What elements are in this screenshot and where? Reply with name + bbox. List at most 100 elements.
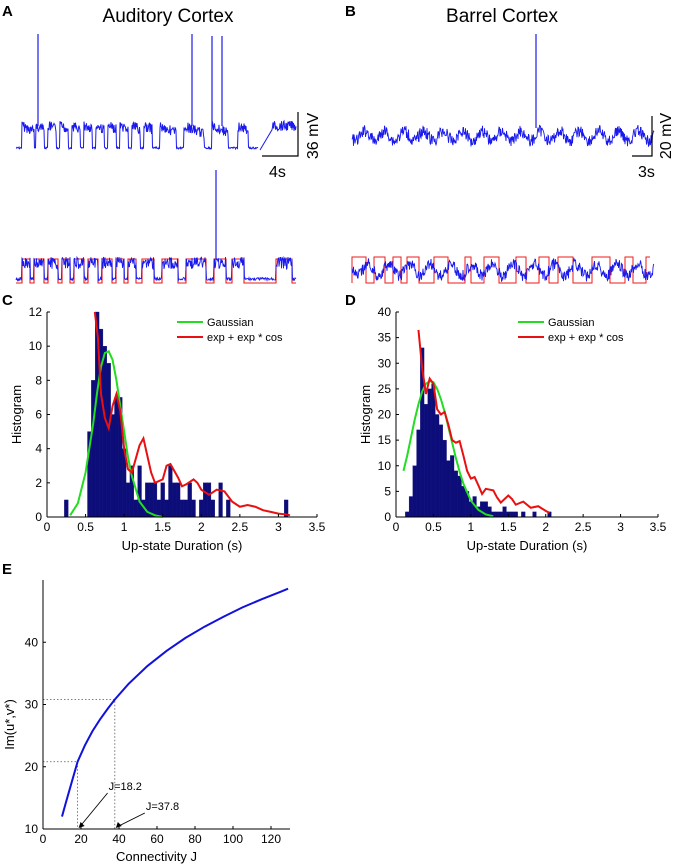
barrel-thresholded-trace (351, 256, 655, 284)
x-tick-label: 3 (617, 520, 624, 534)
histogram-bar (450, 455, 455, 518)
histogram-bar (133, 499, 138, 518)
annotation-label: J=18.2 (109, 781, 142, 793)
auditory-scale-bar: 4s 36 mV (262, 112, 322, 181)
histogram-bar (187, 482, 192, 518)
x-tick-label: 3 (275, 520, 282, 534)
title-auditory: Auditory Cortex (103, 6, 234, 27)
scale-volt-b: 20 mV (658, 113, 675, 160)
legend-gaussian-label: Gaussian (207, 317, 253, 329)
histogram-bar (168, 465, 173, 518)
histogram-bar (498, 511, 503, 518)
histogram-bar (160, 482, 165, 518)
barrel-raw-trace (351, 34, 655, 147)
trace-segment (15, 120, 259, 151)
histogram-bar (206, 482, 212, 518)
y-tick-label: 0 (35, 510, 42, 524)
y-tick-label: 2 (35, 476, 42, 490)
annotation-arrow (79, 792, 108, 828)
annotation-label: J=37.8 (146, 801, 179, 813)
histogram-bar (226, 499, 231, 518)
histogram-bar (152, 482, 158, 518)
legend-fit-label: exp + exp * cos (548, 332, 624, 344)
x-tick-label: 0 (393, 520, 400, 534)
y-tick-label: 6 (35, 408, 42, 422)
trace-segment (15, 255, 297, 283)
histogram-bar (218, 482, 223, 518)
x-tick-label: 120 (261, 832, 281, 846)
y-tick-label: 4 (35, 442, 42, 456)
x-tick-label: 3.5 (309, 520, 326, 534)
scale-time-a: 4s (269, 164, 286, 181)
histogram-bar (480, 501, 485, 518)
x-tick-label: 1.5 (500, 520, 517, 534)
histogram-bar (453, 470, 458, 518)
histogram-bar (438, 424, 443, 518)
x-tick-label: 0.5 (425, 520, 442, 534)
x-tick-label: 0 (40, 832, 47, 846)
trace-segment (259, 119, 297, 151)
panel-label-a: A (2, 3, 13, 20)
trace-segment (351, 124, 655, 147)
y-tick-label: 30 (25, 698, 39, 712)
threshold-line (16, 258, 296, 284)
y-tick-label: 10 (25, 822, 39, 836)
histogram-bar (510, 511, 515, 518)
y-tick-label: 12 (29, 305, 43, 319)
y-tick-label: 40 (25, 635, 39, 649)
trace-segment (351, 257, 655, 283)
arrow-head (115, 822, 122, 828)
histogram-bar (431, 383, 436, 518)
y-axis-label: Im(u*,v*) (2, 699, 17, 750)
histogram-bar (172, 482, 177, 518)
histogram-bar (532, 511, 537, 518)
histogram-bar (106, 363, 111, 518)
x-tick-label: 80 (188, 832, 202, 846)
x-tick-label: 40 (112, 832, 126, 846)
connectivity-curve (61, 587, 289, 817)
x-tick-label: 20 (74, 832, 88, 846)
histogram-bar (435, 414, 440, 518)
arrow-head (78, 822, 85, 828)
line-chart-e: 0 20 40 60 80 100 120 10 20 30 40 Connectivity J Im(… (2, 580, 290, 864)
histogram-bar (183, 499, 188, 518)
panel-label-d: D (345, 292, 356, 309)
x-tick-label: 3.5 (650, 520, 667, 534)
histogram-c: 0 0.5 1 1.5 2 2.5 3 3.5 0 2 4 6 8 10 12 Up-state Durati… (9, 305, 326, 553)
y-tick-label: 25 (378, 382, 392, 396)
histogram-bar (114, 397, 119, 518)
guide-line (43, 761, 78, 829)
x-axis-label: Up-state Duration (s) (122, 538, 243, 553)
histogram-bar (427, 388, 432, 518)
y-tick-label: 10 (378, 459, 392, 473)
x-tick-label: 0.5 (77, 520, 94, 534)
y-tick-label: 8 (35, 373, 42, 387)
x-tick-label: 0 (44, 520, 51, 534)
x-axis-label: Up-state Duration (s) (467, 538, 588, 553)
histogram-bar (521, 511, 526, 518)
y-axis-label: Histogram (358, 385, 373, 444)
title-barrel: Barrel Cortex (446, 6, 558, 27)
histogram-bar (502, 506, 507, 518)
y-axis-label: Histogram (9, 385, 24, 444)
y-tick-label: 35 (378, 331, 392, 345)
histogram-bar (416, 429, 421, 518)
y-tick-label: 0 (384, 510, 391, 524)
x-tick-label: 2.5 (232, 520, 249, 534)
x-tick-label: 2 (198, 520, 205, 534)
threshold-line (351, 256, 650, 284)
histogram-bar (137, 465, 142, 518)
y-tick-label: 40 (378, 305, 392, 319)
histogram-bar (156, 499, 161, 518)
x-axis-label: Connectivity J (116, 849, 197, 864)
exp-cos-fit-line (417, 329, 550, 514)
y-tick-label: 5 (384, 484, 391, 498)
legend-fit-label: exp + exp * cos (207, 332, 283, 344)
histogram-bar (102, 346, 107, 518)
scale-volt-a: 36 mV (305, 113, 322, 160)
x-tick-label: 60 (150, 832, 164, 846)
annotation-arrow (116, 812, 146, 828)
y-tick-label: 10 (29, 339, 43, 353)
legend-gaussian-label: Gaussian (548, 317, 594, 329)
